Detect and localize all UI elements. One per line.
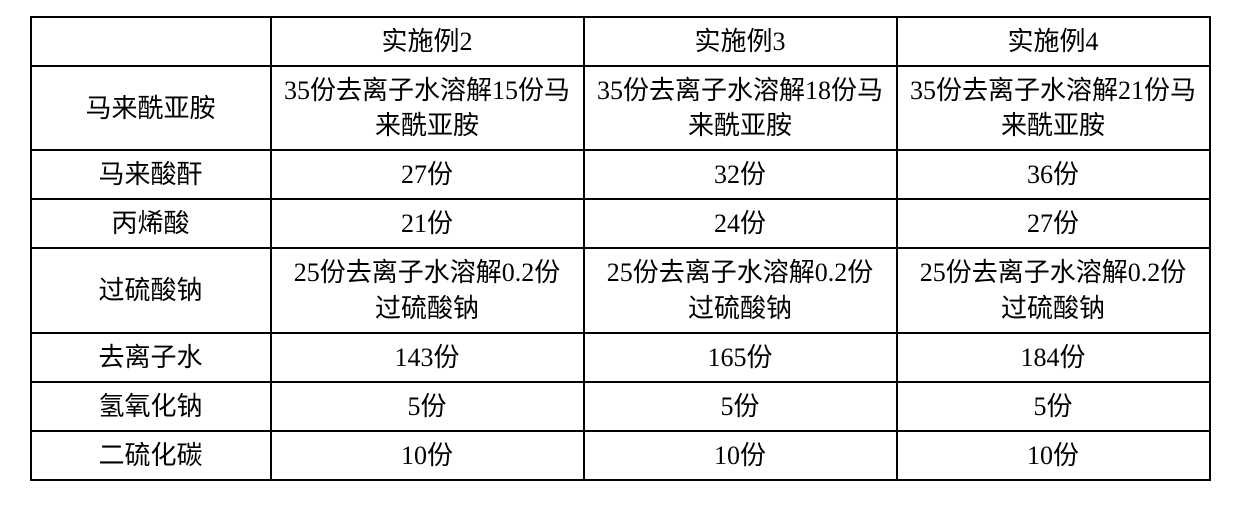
cell: 5份 [271,382,584,431]
row-label: 丙烯酸 [31,199,271,248]
row-label: 氢氧化钠 [31,382,271,431]
table-row: 去离子水 143份 165份 184份 [31,333,1210,382]
row-label: 马来酸酐 [31,150,271,199]
table-row: 氢氧化钠 5份 5份 5份 [31,382,1210,431]
data-table: 实施例2 实施例3 实施例4 马来酰亚胺 35份去离子水溶解15份马来酰亚胺 3… [30,16,1211,481]
cell: 10份 [271,431,584,480]
header-cell-blank [31,17,271,66]
header-cell-example2: 实施例2 [271,17,584,66]
header-cell-example4: 实施例4 [897,17,1210,66]
cell: 35份去离子水溶解21份马来酰亚胺 [897,66,1210,150]
table-row: 马来酰亚胺 35份去离子水溶解15份马来酰亚胺 35份去离子水溶解18份马来酰亚… [31,66,1210,150]
cell: 165份 [584,333,897,382]
cell: 143份 [271,333,584,382]
cell: 35份去离子水溶解18份马来酰亚胺 [584,66,897,150]
cell: 27份 [271,150,584,199]
cell: 32份 [584,150,897,199]
cell: 27份 [897,199,1210,248]
row-label: 马来酰亚胺 [31,66,271,150]
page-wrap: 实施例2 实施例3 实施例4 马来酰亚胺 35份去离子水溶解15份马来酰亚胺 3… [0,0,1240,520]
row-label: 去离子水 [31,333,271,382]
cell: 5份 [897,382,1210,431]
table-row: 过硫酸钠 25份去离子水溶解0.2份过硫酸钠 25份去离子水溶解0.2份过硫酸钠… [31,248,1210,332]
cell: 35份去离子水溶解15份马来酰亚胺 [271,66,584,150]
row-label: 过硫酸钠 [31,248,271,332]
cell: 25份去离子水溶解0.2份过硫酸钠 [271,248,584,332]
cell: 10份 [897,431,1210,480]
cell: 10份 [584,431,897,480]
cell: 24份 [584,199,897,248]
cell: 36份 [897,150,1210,199]
cell: 21份 [271,199,584,248]
table-row: 二硫化碳 10份 10份 10份 [31,431,1210,480]
header-cell-example3: 实施例3 [584,17,897,66]
cell: 25份去离子水溶解0.2份过硫酸钠 [897,248,1210,332]
row-label: 二硫化碳 [31,431,271,480]
table-row: 丙烯酸 21份 24份 27份 [31,199,1210,248]
cell: 184份 [897,333,1210,382]
table-header-row: 实施例2 实施例3 实施例4 [31,17,1210,66]
cell: 5份 [584,382,897,431]
cell: 25份去离子水溶解0.2份过硫酸钠 [584,248,897,332]
table-row: 马来酸酐 27份 32份 36份 [31,150,1210,199]
